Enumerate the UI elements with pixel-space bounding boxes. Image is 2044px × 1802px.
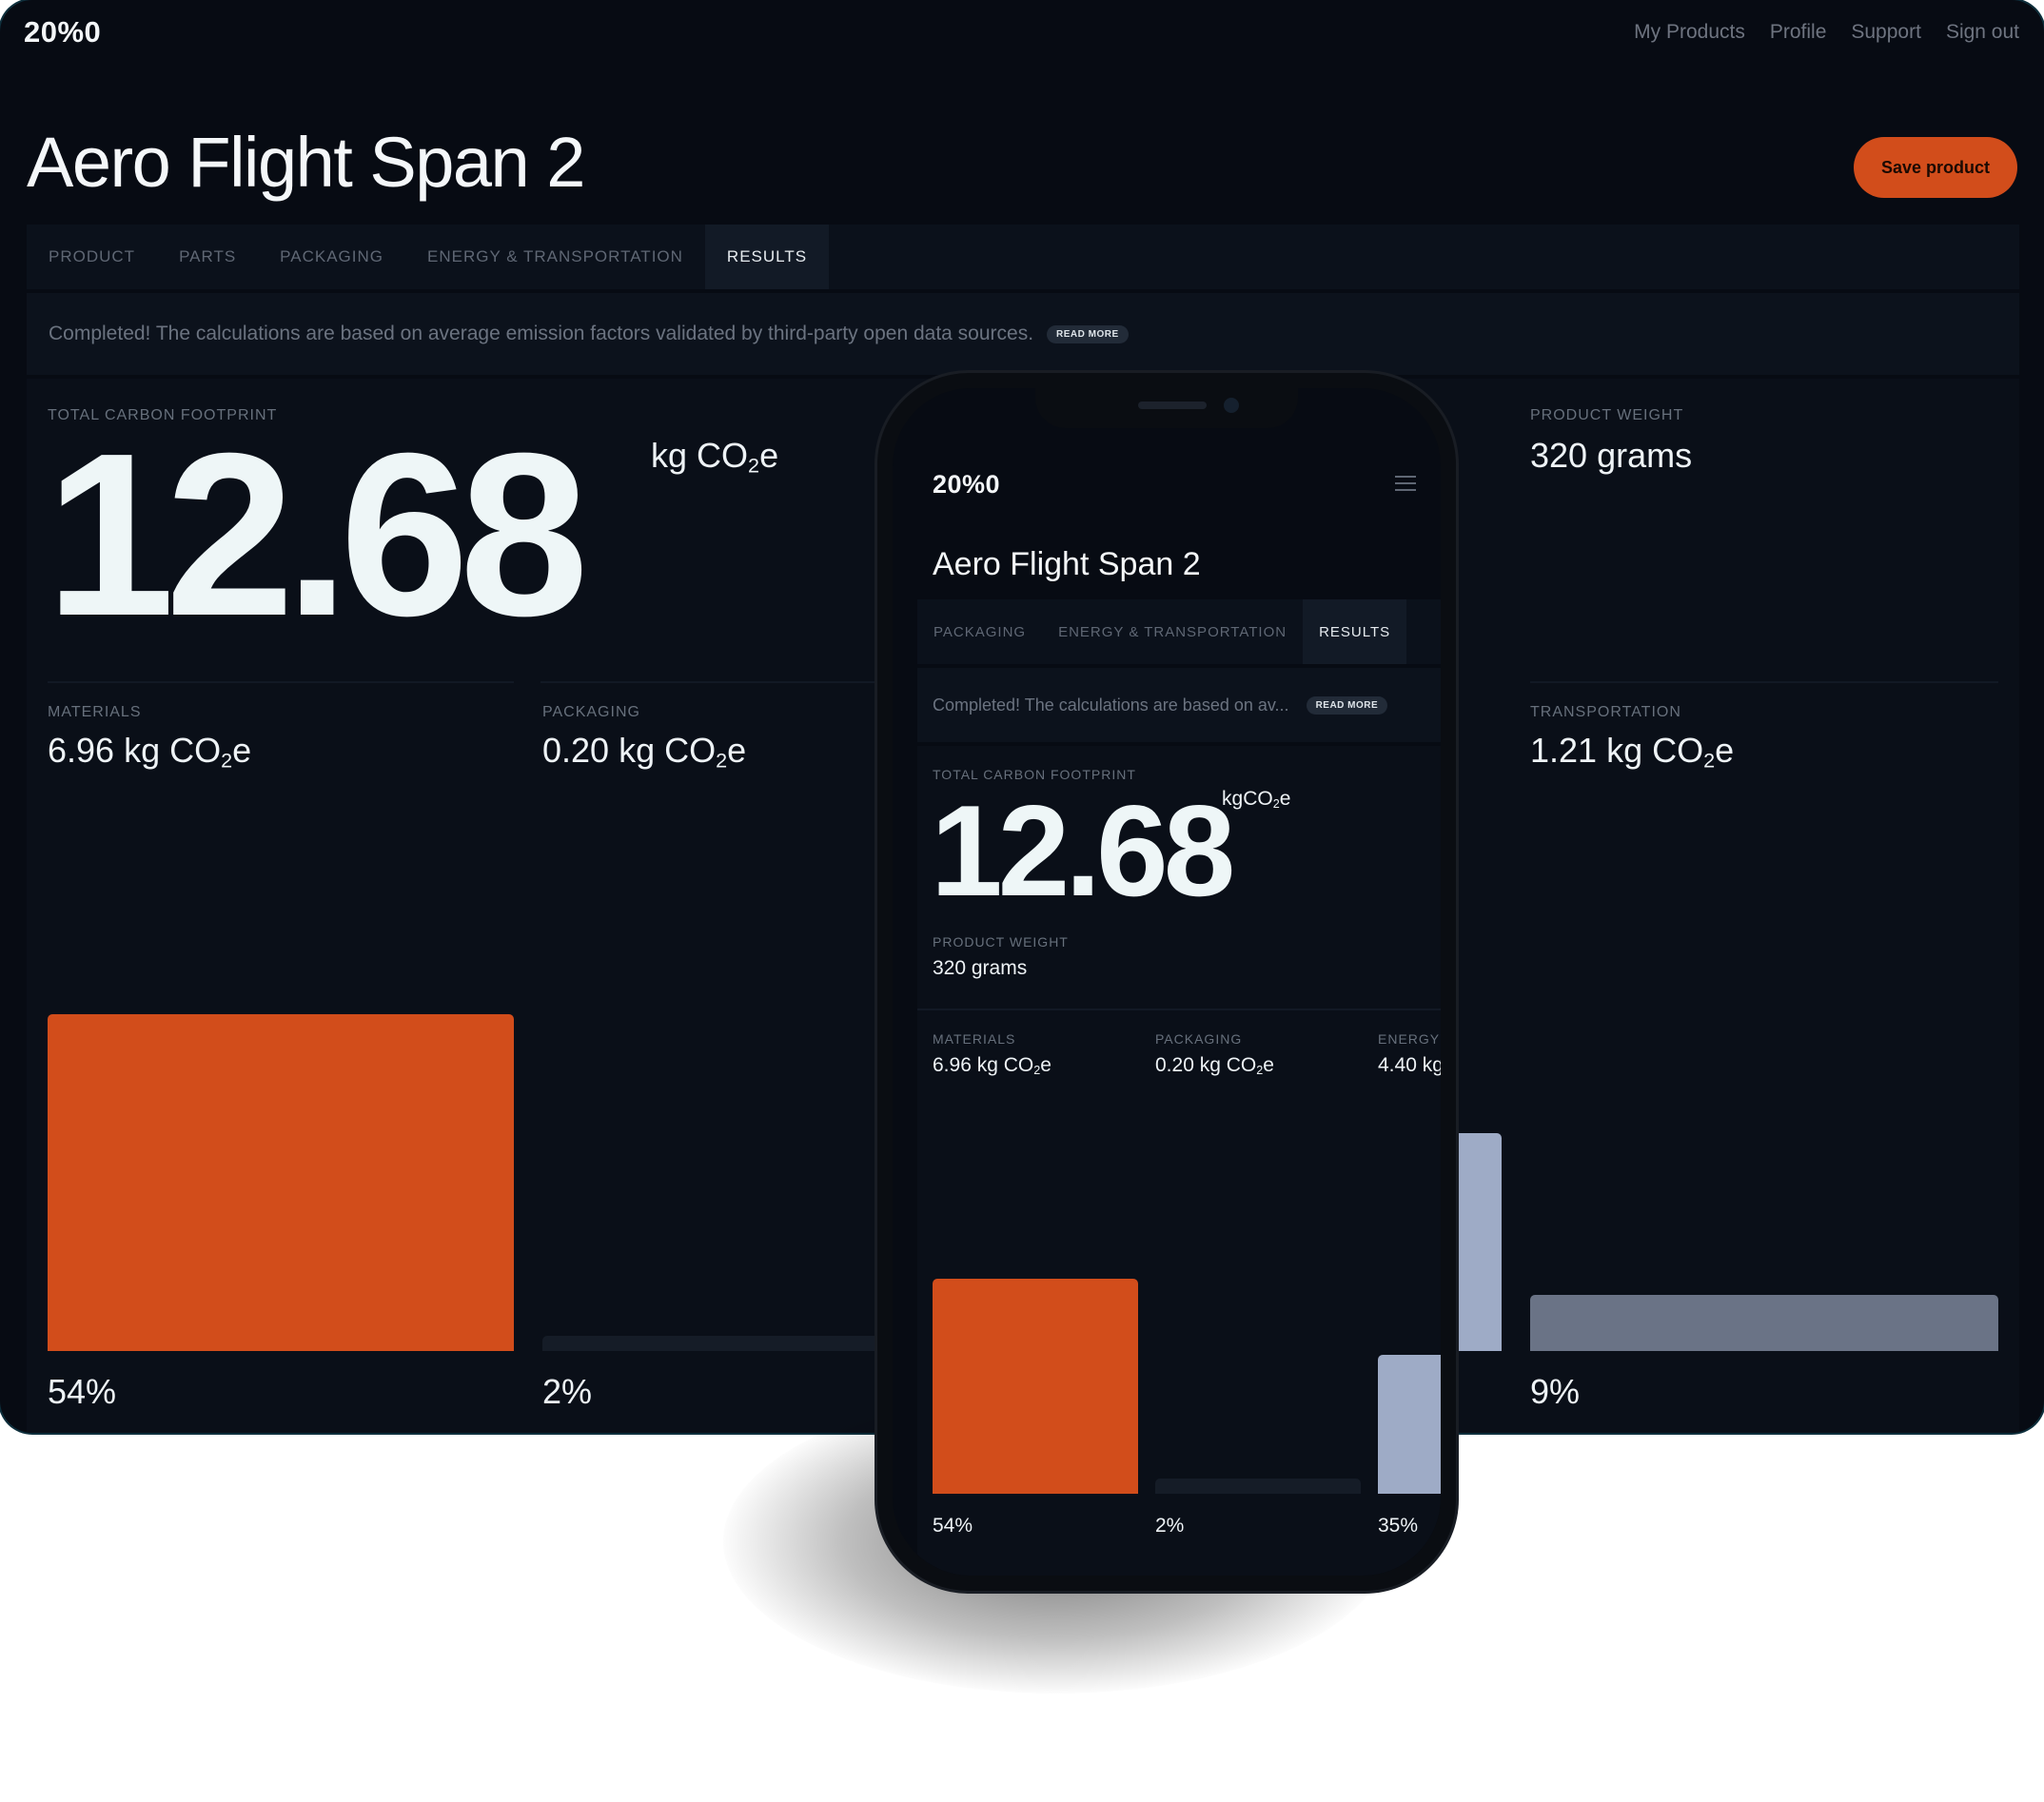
divider [917, 1009, 1441, 1010]
mobile-product-weight-value: 320 grams [933, 957, 1028, 979]
transportation-label: TRANSPORTATION [1530, 704, 1681, 720]
nav-my-products[interactable]: My Products [1634, 21, 1745, 43]
mobile-notice-text: Completed! The calculations are based on… [933, 695, 1289, 715]
mobile-energy-percent: 35% [1378, 1515, 1419, 1537]
materials-label: MATERIALS [48, 704, 142, 720]
read-more-button[interactable]: READ MORE [1047, 324, 1129, 343]
mobile-energy-value: 4.40 kg C [1378, 1054, 1441, 1076]
notice-text: Completed! The calculations are based on… [49, 323, 1034, 344]
packaging-value: 0.20 kg CO2e [542, 731, 747, 773]
mobile-total-footprint-unit: kgCO2e [1222, 788, 1291, 812]
transportation-percent: 9% [1530, 1372, 1581, 1411]
brand-logo[interactable]: 20%0 [24, 15, 102, 49]
phone-notch [1035, 388, 1298, 428]
mobile-tab-results[interactable]: RESULTS [1303, 599, 1407, 664]
hamburger-menu-icon[interactable] [1395, 476, 1416, 493]
mobile-packaging-label: PACKAGING [1155, 1031, 1243, 1047]
mobile-materials-percent: 54% [933, 1515, 973, 1537]
packaging-percent: 2% [542, 1372, 593, 1411]
mobile-materials-label: MATERIALS [933, 1031, 1016, 1047]
mobile-brand-logo[interactable]: 20%0 [933, 470, 1001, 499]
mobile-packaging-percent: 2% [1155, 1515, 1185, 1537]
top-nav: My Products Profile Support Sign out [1634, 21, 2019, 44]
camera-icon [1224, 398, 1239, 413]
mobile-tab-bar: PACKAGING ENERGY & TRANSPORTATION RESULT… [917, 599, 1441, 664]
total-footprint-value: 12.68 [46, 404, 589, 664]
total-footprint-label: TOTAL CARBON FOOTPRINT [48, 407, 278, 423]
mobile-materials-bar [933, 1279, 1138, 1494]
mobile-energy-bar [1378, 1355, 1441, 1494]
mobile-read-more-button[interactable]: READ MORE [1306, 695, 1388, 715]
divider [540, 681, 921, 683]
tab-parts[interactable]: PARTS [179, 247, 237, 265]
tab-product[interactable]: PRODUCT [49, 247, 136, 265]
mobile-materials-value: 6.96 kg CO2e [933, 1054, 1051, 1078]
mobile-tab-energy-transportation[interactable]: ENERGY & TRANSPORTATION [1058, 623, 1287, 640]
tab-packaging[interactable]: PACKAGING [280, 247, 383, 265]
nav-sign-out[interactable]: Sign out [1945, 21, 2019, 43]
transportation-value: 1.21 kg CO2e [1530, 731, 1735, 773]
packaging-bar [542, 1336, 923, 1351]
phone-frame: 20%0 Aero Flight Span 2 PACKAGING ENERGY… [877, 373, 1456, 1591]
speaker-grille [1138, 402, 1207, 409]
product-weight-label: PRODUCT WEIGHT [1530, 407, 1684, 423]
tab-energy-transportation[interactable]: ENERGY & TRANSPORTATION [427, 247, 683, 265]
mobile-packaging-value: 0.20 kg CO2e [1155, 1054, 1274, 1078]
nav-profile[interactable]: Profile [1769, 21, 1827, 43]
mobile-total-footprint-label: TOTAL CARBON FOOTPRINT [933, 767, 1136, 782]
mobile-product-weight-label: PRODUCT WEIGHT [933, 934, 1069, 950]
mobile-tab-packaging[interactable]: PACKAGING [934, 623, 1027, 640]
materials-percent: 54% [48, 1372, 117, 1411]
packaging-label: PACKAGING [542, 704, 640, 720]
save-product-button[interactable]: Save product [1854, 137, 2017, 198]
phone-screen: 20%0 Aero Flight Span 2 PACKAGING ENERGY… [893, 388, 1441, 1576]
total-footprint-unit: kg CO2e [651, 436, 779, 478]
tab-bar: PRODUCT PARTS PACKAGING ENERGY & TRANSPO… [27, 225, 2019, 289]
mobile-completion-notice: Completed! The calculations are based on… [917, 668, 1441, 742]
transportation-bar [1530, 1295, 1998, 1351]
product-weight-value: 320 grams [1530, 436, 1693, 475]
materials-value: 6.96 kg CO2e [48, 731, 252, 773]
mobile-packaging-bar [1155, 1479, 1361, 1494]
page-title: Aero Flight Span 2 [27, 123, 585, 202]
tab-results[interactable]: RESULTS [704, 225, 830, 289]
mobile-page-title: Aero Flight Span 2 [933, 546, 1201, 582]
mobile-total-footprint-value: 12.68 [931, 778, 1235, 923]
divider [1530, 681, 1998, 683]
mobile-energy-label: ENERGY [1378, 1031, 1441, 1047]
nav-support[interactable]: Support [1851, 21, 1921, 43]
completion-notice: Completed! The calculations are based on… [27, 293, 2019, 375]
materials-bar [48, 1014, 514, 1351]
divider [48, 681, 514, 683]
